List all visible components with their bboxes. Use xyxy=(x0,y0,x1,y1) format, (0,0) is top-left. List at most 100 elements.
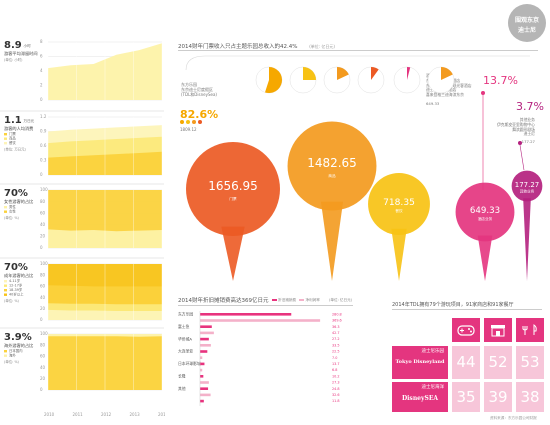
icon-gamepad xyxy=(452,318,480,342)
bubble-tail xyxy=(320,201,344,281)
company-l2: 东京迪士尼度假区 xyxy=(181,87,213,92)
gamepad-icon xyxy=(457,325,475,336)
bar-category: 其他 xyxy=(178,386,186,391)
bar xyxy=(200,337,209,341)
bar-category: 大连圣亚 xyxy=(178,349,193,354)
bubble-value: 1482.65 xyxy=(307,156,357,170)
bar-value-label: 32.6 xyxy=(332,393,340,397)
y-tick: 20 xyxy=(40,234,46,239)
bar-category: 长隆 xyxy=(178,374,186,379)
bubble-tail xyxy=(523,198,531,281)
legend-swatch-0 xyxy=(272,299,277,301)
bubble-value: 1656.95 xyxy=(208,179,258,193)
mini-pie-slice xyxy=(407,67,411,80)
cell-r1-c1: 39 xyxy=(484,382,512,412)
bubble-value: 718.35 xyxy=(383,198,415,208)
bubble-chart: 718.35餐饮1482.65商品1656.95门票649.33酒店业务177.… xyxy=(180,55,543,281)
y-tick: 80 xyxy=(40,199,46,204)
bar xyxy=(200,325,212,328)
bubble-label: 商品 xyxy=(328,173,336,178)
panel-big-number: 3.9% xyxy=(4,332,32,343)
y-tick: 40 xyxy=(40,295,46,300)
panel-unit-note: (单位: 万日元) xyxy=(4,147,26,152)
bar-value-label: 6.8 xyxy=(332,368,337,372)
bar xyxy=(200,344,211,347)
revenue-title: 2014财年门票收入只占主题乐园总收入的42.4% (单位: 亿日元) xyxy=(178,42,335,50)
other-line-3: 迪士尼 xyxy=(523,131,535,137)
bubble-label: 其他业务 xyxy=(520,188,535,193)
y-tick: 4 xyxy=(40,68,43,73)
legend-swatch xyxy=(4,280,7,283)
legend-label: 餐饮 xyxy=(9,140,16,145)
panel-unit-note: (单位: %) xyxy=(4,359,20,364)
y-tick: 1.2 xyxy=(40,114,47,119)
mini-pie-slice xyxy=(441,67,453,80)
bubble-value: 177.27 xyxy=(515,181,540,189)
y-tick: 40 xyxy=(40,222,46,227)
y-tick: 60 xyxy=(40,210,46,215)
y-tick: 6 xyxy=(40,54,43,59)
bar-title-row: 2014财年折旧摊销费高达369亿日元 xyxy=(178,296,269,304)
legend-swatch xyxy=(4,293,7,296)
legend-text-1: 净利润率 xyxy=(305,298,320,302)
y-tick: 40 xyxy=(40,365,46,370)
dot-marker xyxy=(192,120,196,124)
legend-label: 女性 xyxy=(9,209,16,214)
y-tick: 8 xyxy=(40,39,43,44)
legend-text-0: 折旧摊销费 xyxy=(278,298,297,302)
bar-category: 日本环球影城 xyxy=(178,361,201,366)
bar-legend: 折旧摊销费 净利润率 (单位: 亿日元) xyxy=(272,298,352,303)
legend-swatch xyxy=(4,133,7,136)
other-connector xyxy=(519,144,525,171)
legend-label: 门票 xyxy=(9,131,16,136)
revenue-divider xyxy=(178,50,538,51)
bar-value-label: 280.8 xyxy=(332,312,342,316)
cell-r1-c2: 38 xyxy=(516,382,544,412)
pct-left: 82.6% xyxy=(180,108,219,121)
tdl-logo-card: 迪士尼乐园 Tokyo Disneyland xyxy=(392,346,448,379)
bar xyxy=(200,350,208,353)
legend-swatch xyxy=(4,354,7,357)
bubble-tail xyxy=(391,228,407,281)
pct-other: 3.7% xyxy=(516,100,544,113)
bar xyxy=(200,381,209,384)
bar xyxy=(200,331,214,335)
y-tick: 100 xyxy=(40,261,48,266)
x-year-label: 2014 xyxy=(158,412,165,417)
y-tick: 80 xyxy=(40,272,46,277)
legend-swatch xyxy=(4,284,7,287)
bar-value-label: 13.7 xyxy=(332,362,340,366)
panel-unit-note: (单位: %) xyxy=(4,298,20,303)
bubble-商品 xyxy=(287,121,377,211)
bar-value-label: 36.3 xyxy=(332,325,340,329)
other-line-1: 伊克斯皮亚里购物中心 xyxy=(497,121,535,127)
bar-value-label: 22.5 xyxy=(332,350,340,354)
icon-shop xyxy=(484,318,512,342)
connector-line xyxy=(185,55,530,71)
tdl-logo: Tokyo Disneyland xyxy=(395,359,445,365)
bubble-tail xyxy=(221,226,245,281)
cell-r0-c0: 44 xyxy=(452,346,480,379)
bar-divider xyxy=(178,305,353,306)
legend-swatch xyxy=(4,210,7,213)
bar xyxy=(200,375,204,378)
legend-label: 海外 xyxy=(9,353,16,358)
y-tick: 0 xyxy=(40,172,43,177)
bubble-餐饮 xyxy=(368,173,430,235)
legend-label: 12-17岁 xyxy=(9,283,22,288)
tds-logo-card: 迪士尼海洋 DisneySEA xyxy=(392,382,448,412)
panel-label: 女性游客的占比 xyxy=(4,198,33,205)
mini-pie-slice xyxy=(303,67,316,80)
panel-unit-note: (单位: 小时) xyxy=(4,57,23,62)
other-block: 其他业务 伊克斯皮亚里购物中心 舞滨圆形剧场 迪士尼 177.27 xyxy=(497,117,535,145)
bar-value-label: 24.8 xyxy=(332,387,340,391)
dot-marker xyxy=(186,120,190,124)
badge-line1: 围观东京 xyxy=(514,17,539,24)
company-block: 东方乐园 东京迪士尼度假区 (TDL和DisneySea) xyxy=(181,82,217,97)
bar-unit: (单位: 亿日元) xyxy=(328,298,353,302)
bubble-label: 酒店业务 xyxy=(478,216,493,221)
panel-unit-note: (单位: %) xyxy=(4,215,20,220)
bar-value-label: 33.5 xyxy=(332,343,340,347)
tdl-label: 迪士尼乐园 xyxy=(421,349,445,354)
